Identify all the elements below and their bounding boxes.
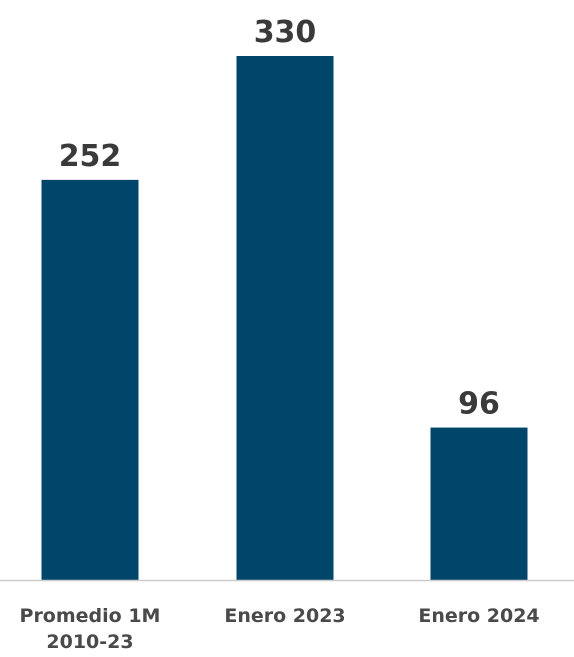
data-label-2: 330 bbox=[254, 15, 317, 50]
bar-1 bbox=[41, 179, 139, 580]
category-label-line: Promedio 1M bbox=[20, 605, 161, 627]
category-labels-group: Promedio 1M 2010-23 Enero 2023 Enero 2024 bbox=[20, 605, 540, 653]
bar-3 bbox=[430, 427, 528, 580]
category-label-2: Enero 2023 bbox=[224, 605, 345, 627]
category-label-line: Enero 2023 bbox=[224, 605, 345, 627]
data-label-1: 252 bbox=[59, 139, 122, 174]
data-label-3: 96 bbox=[458, 387, 500, 422]
category-label-line: 2010-23 bbox=[46, 631, 133, 653]
bar-2 bbox=[236, 56, 334, 580]
category-label-1: Promedio 1M 2010-23 bbox=[20, 605, 161, 653]
value-labels-group: 252 330 96 bbox=[59, 15, 500, 422]
category-label-3: Enero 2024 bbox=[418, 605, 539, 627]
bars-group bbox=[41, 56, 528, 580]
category-label-line: Enero 2024 bbox=[418, 605, 539, 627]
